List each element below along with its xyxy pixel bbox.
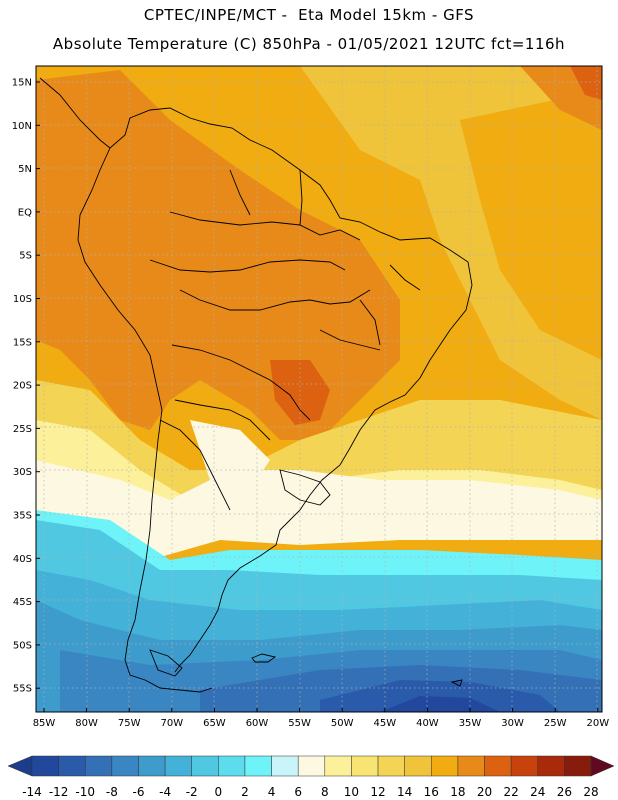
colorbar-swatch [164,755,192,777]
latitude-label: EQ [18,207,32,218]
colorbar-swatch [564,755,592,777]
colorbar-label: -12 [49,785,69,799]
longitude-label: 80W [75,718,98,729]
latitude-label: 5S [19,251,32,262]
longitude-label: 65W [203,718,226,729]
colorbar-label: 18 [450,785,465,799]
colorbar-swatch [324,755,352,777]
coastlines [39,77,473,693]
colorbar: -14 -12 -10 -8 -6 -4 -2 0 2 4 6 8 10 12 14 16 18 20 22 24 26… [7,755,615,799]
colorbar-swatch [297,755,326,777]
colorbar-label: -8 [106,785,118,799]
latitude-label: 10N [12,121,32,132]
colorbar-swatch [111,755,139,777]
colorbar-label: 28 [583,785,598,799]
colorbar-label: 4 [268,785,276,799]
colorbar-label: 16 [424,785,439,799]
colorbar-swatch [377,755,405,777]
latitude-labels: 15N 10N 5N EQ 5S 10S 15S 20S 25S 30S 35S 40S 45S 50S 5… [12,78,40,695]
colorbar-swatch [351,755,379,777]
latitude-label: 5N [18,164,32,175]
colorbar-swatch [431,755,459,777]
colorbar-swatch [58,755,86,777]
colorbar-label: 6 [294,785,302,799]
latitude-label: 45S [13,597,32,608]
longitude-label: 60W [246,718,269,729]
map-title: CPTEC/INPE/MCT - Eta Model 15km - GFS [143,6,475,24]
latitude-label: 10S [13,294,32,305]
latitude-label: 15N [12,78,32,89]
longitude-label: 75W [118,718,141,729]
longitude-label: 40W [416,718,439,729]
longitude-label: 70W [160,718,183,729]
latitude-label: 30S [13,467,32,478]
longitude-label: 45W [373,718,396,729]
longitude-label: 50W [331,718,354,729]
colorbar-label: 0 [215,785,223,799]
colorbar-label: 24 [530,785,545,799]
longitude-label: 30W [501,718,524,729]
longitude-label: 85W [33,718,56,729]
latitude-label: 15S [13,337,32,348]
colorbar-label: 2 [241,785,249,799]
colorbar-label: -14 [22,785,42,799]
colorbar-label: 8 [321,785,329,799]
colorbar-swatch [31,755,59,777]
colorbar-label: 22 [504,785,519,799]
temperature-field [36,66,602,712]
colorbar-label: 20 [477,785,492,799]
latitude-label: 55S [13,684,32,695]
colorbar-label: 12 [370,785,385,799]
latitude-label: 50S [13,640,32,651]
colorbar-label: -6 [132,785,144,799]
longitude-label: 35W [459,718,482,729]
latitude-label: 25S [13,424,32,435]
colorbar-arrow-left [7,755,33,777]
latitude-label: 40S [13,554,32,565]
longitude-labels: 85W 80W 75W 70W 65W 60W 55W 50W 45W 40W 35W 30W 25W 2… [33,708,609,729]
colorbar-swatch [484,755,512,777]
colorbar-swatch [537,755,565,777]
colorbar-label: -4 [159,785,171,799]
longitude-label: 25W [544,718,567,729]
colorbar-label: 10 [344,785,359,799]
colorbar-swatch [404,755,432,777]
colorbar-swatch [244,755,272,777]
colorbar-arrow-right [590,755,615,777]
latitude-label: 20S [13,381,32,392]
colorbar-swatch [191,755,219,777]
colorbar-swatch [138,755,166,777]
colorbar-label: -2 [186,785,198,799]
colorbar-swatch [271,755,299,777]
colorbar-swatch [510,755,539,777]
map-frame [35,65,603,713]
colorbar-label: -10 [75,785,95,799]
longitude-label: 55W [288,718,311,729]
colorbar-label: 14 [397,785,412,799]
colorbar-label: 26 [557,785,572,799]
colorbar-swatch [457,755,485,777]
latitude-label: 35S [13,511,32,522]
colorbar-swatch [84,755,113,777]
colorbar-swatch [218,755,246,777]
map-subtitle: Absolute Temperature (C) 850hPa - 01/05/… [52,35,566,53]
longitude-label: 20W [586,718,609,729]
